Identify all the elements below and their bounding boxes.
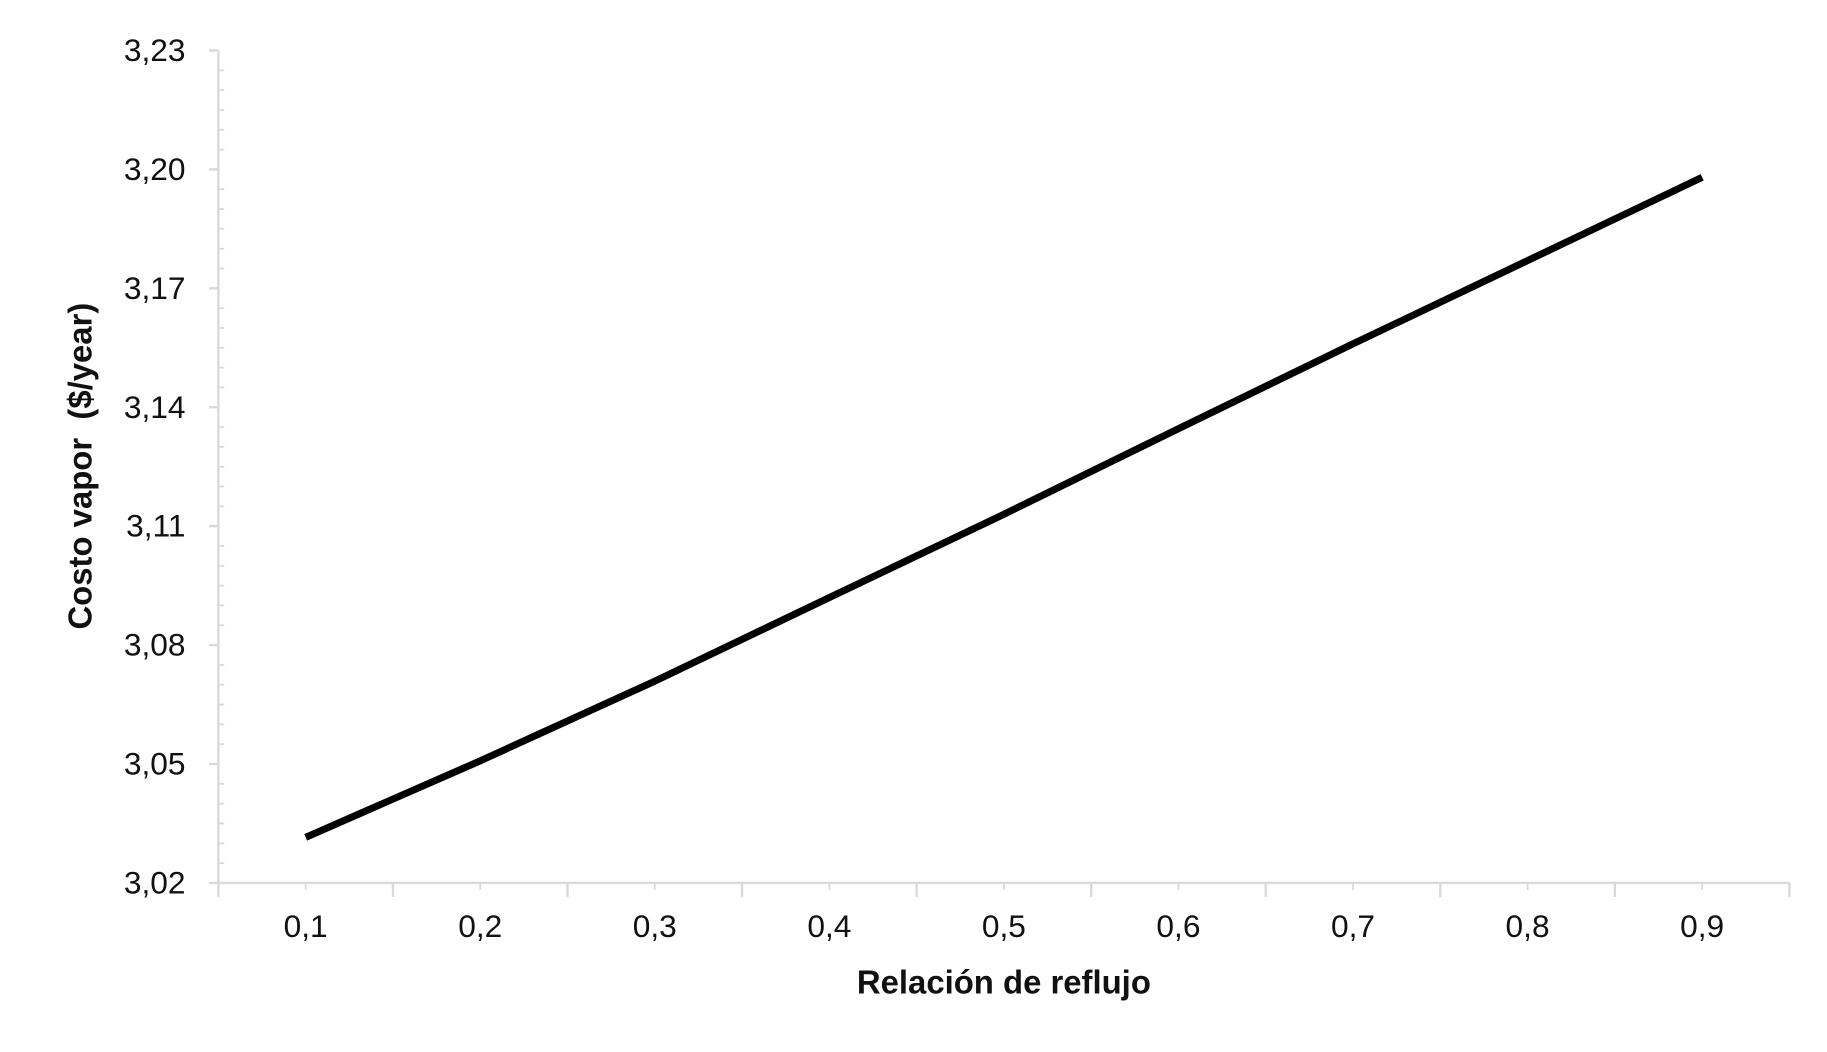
series-line — [304, 174, 1704, 841]
x-tick-label: 0,5 — [982, 908, 1026, 944]
y-axis-title: Costo vapor ($/year) — [62, 303, 99, 630]
x-tick-label: 0,2 — [458, 908, 502, 944]
x-tick-label: 0,7 — [1331, 908, 1375, 944]
x-tick-label: 0,4 — [807, 908, 851, 944]
tick-labels: 3,02 3,05 3,08 3,11 3,14 3,17 3,20 3,23 0,1 0,2 0,… — [124, 32, 1724, 944]
y-tick-label: 3,05 — [124, 746, 186, 782]
y-tick-label: 3,23 — [124, 32, 186, 68]
y-tick-label: 3,02 — [124, 864, 186, 900]
y-tick-label: 3,17 — [124, 270, 186, 306]
y-tick-label: 3,08 — [124, 627, 186, 663]
x-tick-label: 0,6 — [1156, 908, 1200, 944]
y-tick-label: 3,20 — [124, 151, 186, 187]
axes — [217, 50, 1790, 885]
y-tick-label: 3,11 — [126, 508, 185, 544]
x-axis-title: Relación de reflujo — [857, 963, 1151, 1000]
series — [304, 174, 1704, 841]
x-tick-label: 0,3 — [633, 908, 677, 944]
x-tick-label: 0,8 — [1506, 908, 1550, 944]
ticks — [209, 49, 1791, 898]
x-tick-label: 0,1 — [284, 908, 328, 944]
y-tick-label: 3,14 — [124, 389, 186, 425]
x-tick-label: 0,9 — [1680, 908, 1724, 944]
